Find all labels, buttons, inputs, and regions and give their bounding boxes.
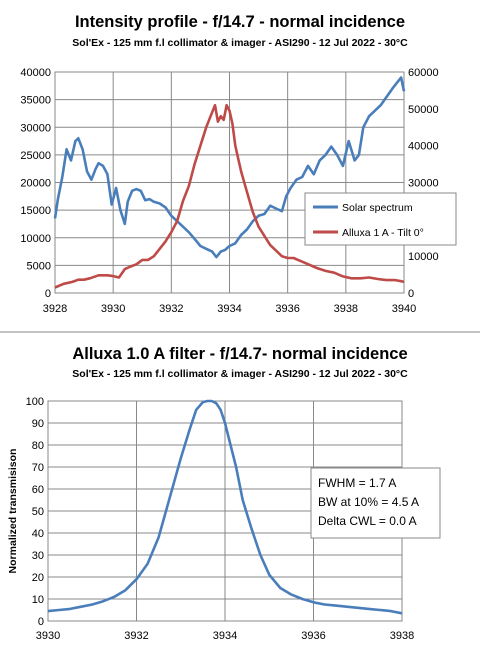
chart1-x-tick-label: 3932 — [159, 303, 183, 315]
chart2-x-tick-label: 3932 — [124, 630, 148, 642]
chart1-y-axis-ticks: 0 5000 10000 15000 20000 25000 30000 35000 40000 — [20, 67, 51, 300]
chart2-y-tick-label: 80 — [32, 440, 44, 452]
chart2-x-tick-label: 3936 — [301, 630, 325, 642]
chart1-y2-tick-label: 50000 — [408, 104, 439, 116]
solar-spectrum-line — [53, 76, 406, 259]
chart1-x-tick-label: 3928 — [43, 303, 67, 315]
chart2-y-tick-label: 70 — [32, 462, 44, 474]
chart2-y-tick-label: 50 — [32, 506, 44, 518]
chart1-y-tick-label: 0 — [45, 288, 51, 300]
chart2-title: Alluxa 1.0 A filter - f/14.7- normal inc… — [72, 345, 407, 363]
chart2-annotation-box: FWHM = 1.7 A BW at 10% = 4.5 A Delta CWL… — [310, 467, 441, 539]
chart1-y-tick-label: 5000 — [27, 260, 51, 272]
legend-solar-label: Solar spectrum — [342, 202, 413, 214]
chart1-y2-tick-label: 10000 — [408, 251, 439, 263]
chart1-y2-tick-label: 0 — [408, 288, 414, 300]
chart1-legend-box — [304, 192, 457, 246]
chart2-y-tick-label: 20 — [32, 572, 44, 584]
chart2-y-tick-label: 40 — [32, 528, 44, 540]
chart1-y2-axis-ticks: 0100002000030000400005000060000 — [408, 67, 439, 300]
chart1-y-tick-label: 35000 — [20, 95, 51, 107]
chart1-subtitle: Sol'Ex - 125 mm f.l collimator & imager … — [72, 37, 408, 49]
chart1-y2-tick-label: 40000 — [408, 141, 439, 153]
chart1-y2-tick-label: 30000 — [408, 178, 439, 190]
chart1-series-lines — [53, 76, 406, 289]
chart2-x-tick-label: 3930 — [36, 630, 60, 642]
annotation-fwhm: FWHM = 1.7 A — [318, 476, 396, 490]
chart2-y-tick-label: 10 — [32, 594, 44, 606]
chart1-y-tick-label: 10000 — [20, 233, 51, 245]
chart1-x-tick-label: 3934 — [217, 303, 241, 315]
chart1-title: Intensity profile - f/14.7 - normal inci… — [75, 13, 405, 31]
annotation-bw-10: BW at 10% = 4.5 A — [318, 495, 419, 509]
chart2-y-tick-label: 30 — [32, 550, 44, 562]
chart1-x-tick-label: 3938 — [334, 303, 358, 315]
chart1-legend: Solar spectrum Alluxa 1 A - Tilt 0° — [304, 192, 457, 246]
chart1-y-tick-label: 40000 — [20, 67, 51, 79]
chart2-series-lines — [47, 399, 403, 615]
chart1-x-tick-label: 3936 — [275, 303, 299, 315]
chart2-y-axis-ticks: 0 10 20 30 40 50 60 70 80 90 100 — [26, 396, 44, 628]
intensity-profile-chart: Intensity profile - f/14.7 - normal inci… — [20, 13, 457, 315]
transmission-curve-line — [47, 399, 403, 615]
alluxa-filter-line — [54, 103, 405, 289]
chart1-x-tick-label: 3930 — [101, 303, 125, 315]
chart1-y2-tick-label: 60000 — [408, 67, 439, 79]
chart2-subtitle: Sol'Ex - 125 mm f.l collimator & imager … — [72, 368, 408, 380]
chart2-y-axis-label: Normalized transmisison — [7, 449, 19, 574]
filter-transmission-chart: Alluxa 1.0 A filter - f/14.7- normal inc… — [7, 345, 441, 642]
chart2-x-tick-label: 3934 — [213, 630, 237, 642]
chart2-y-tick-label: 60 — [32, 484, 44, 496]
annotation-box-border — [310, 467, 441, 539]
chart2-y-tick-label: 100 — [26, 396, 44, 408]
chart2-y-tick-label: 0 — [38, 616, 44, 628]
legend-filter-label: Alluxa 1 A - Tilt 0° — [342, 227, 424, 239]
chart2-x-axis-ticks: 3930 3932 3934 3936 3938 — [36, 630, 414, 642]
chart1-y-tick-label: 15000 — [20, 205, 51, 217]
chart1-y-tick-label: 30000 — [20, 122, 51, 134]
chart1-x-axis-ticks: 3928 3930 3932 3934 3936 3938 3940 — [43, 303, 416, 315]
chart1-y-tick-label: 20000 — [20, 178, 51, 190]
chart1-y-tick-label: 25000 — [20, 150, 51, 162]
chart2-x-tick-label: 3938 — [390, 630, 414, 642]
chart1-x-tick-label: 3940 — [392, 303, 416, 315]
chart2-y-tick-label: 90 — [32, 418, 44, 430]
annotation-delta-cwl: Delta CWL = 0.0 A — [318, 514, 417, 528]
